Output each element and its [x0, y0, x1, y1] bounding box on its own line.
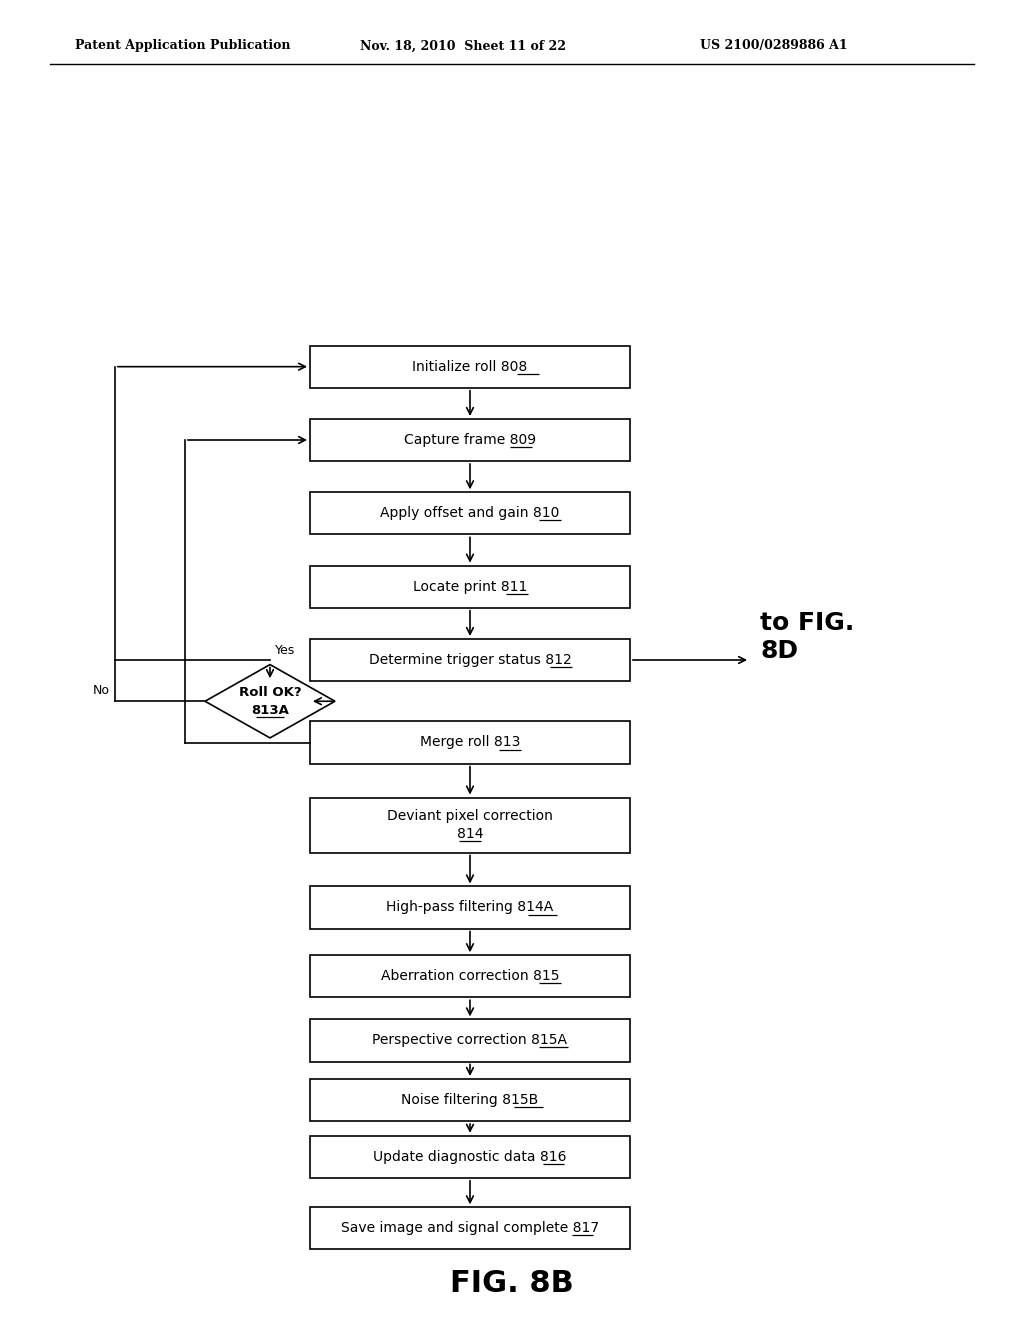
Text: Patent Application Publication: Patent Application Publication	[75, 40, 291, 53]
Text: Determine trigger status 812: Determine trigger status 812	[369, 653, 571, 667]
Text: Aberration correction 815: Aberration correction 815	[381, 969, 559, 983]
Text: Apply offset and gain 810: Apply offset and gain 810	[380, 507, 560, 520]
Text: Capture frame 809: Capture frame 809	[403, 433, 536, 447]
Text: Merge roll 813: Merge roll 813	[420, 735, 520, 750]
Text: to FIG.
8D: to FIG. 8D	[760, 611, 854, 663]
Text: 813A: 813A	[251, 704, 289, 717]
FancyBboxPatch shape	[310, 722, 630, 763]
Text: 814: 814	[457, 828, 483, 841]
FancyBboxPatch shape	[310, 887, 630, 928]
Text: FIG. 8B: FIG. 8B	[451, 1269, 573, 1298]
Text: Roll OK?: Roll OK?	[239, 685, 301, 698]
FancyBboxPatch shape	[310, 1135, 630, 1177]
FancyBboxPatch shape	[310, 492, 630, 535]
Text: US 2100/0289886 A1: US 2100/0289886 A1	[700, 40, 848, 53]
FancyBboxPatch shape	[310, 1078, 630, 1121]
FancyBboxPatch shape	[310, 797, 630, 853]
FancyBboxPatch shape	[310, 956, 630, 998]
Text: Yes: Yes	[275, 644, 295, 657]
Polygon shape	[205, 664, 335, 738]
FancyBboxPatch shape	[310, 565, 630, 607]
Text: Perspective correction 815A: Perspective correction 815A	[373, 1034, 567, 1047]
FancyBboxPatch shape	[310, 639, 630, 681]
Text: Update diagnostic data 816: Update diagnostic data 816	[374, 1150, 566, 1164]
Text: Locate print 811: Locate print 811	[413, 579, 527, 594]
Text: Deviant pixel correction: Deviant pixel correction	[387, 809, 553, 822]
Text: Save image and signal complete 817: Save image and signal complete 817	[341, 1221, 599, 1236]
FancyBboxPatch shape	[310, 418, 630, 461]
FancyBboxPatch shape	[310, 1019, 630, 1061]
Text: Initialize roll 808: Initialize roll 808	[413, 359, 527, 374]
Text: Nov. 18, 2010  Sheet 11 of 22: Nov. 18, 2010 Sheet 11 of 22	[360, 40, 566, 53]
Text: Noise filtering 815B: Noise filtering 815B	[401, 1093, 539, 1107]
FancyBboxPatch shape	[310, 1208, 630, 1250]
FancyBboxPatch shape	[310, 346, 630, 388]
Text: No: No	[93, 684, 110, 697]
Text: High-pass filtering 814A: High-pass filtering 814A	[386, 900, 554, 915]
